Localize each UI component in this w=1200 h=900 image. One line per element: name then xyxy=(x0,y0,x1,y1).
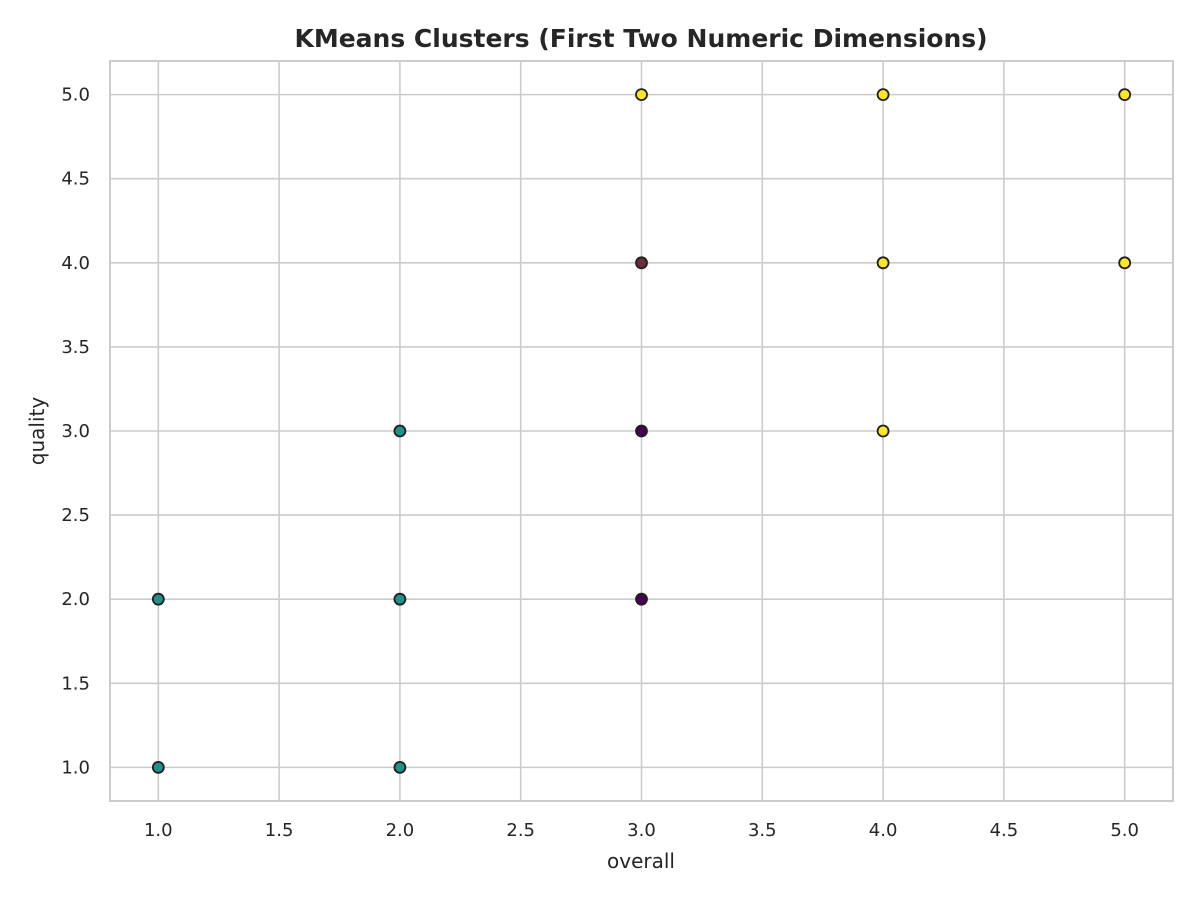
y-tick-label: 2.0 xyxy=(61,589,90,610)
cluster-1-point xyxy=(151,592,165,606)
x-tick-label: 1.0 xyxy=(144,820,173,841)
x-tick-label: 5.0 xyxy=(1110,820,1139,841)
cluster-1-point xyxy=(393,760,407,774)
y-tick-label: 5.0 xyxy=(61,85,90,106)
cluster-2-point xyxy=(635,88,648,102)
x-tick-label: 4.0 xyxy=(869,820,898,841)
y-tick-label: 2.5 xyxy=(61,505,90,526)
cluster-1-point xyxy=(393,424,407,438)
cluster-1-point xyxy=(151,760,165,774)
y-tick-label: 1.5 xyxy=(61,673,90,694)
cluster-2-point xyxy=(876,424,890,438)
x-tick-label: 3.5 xyxy=(748,820,777,841)
y-tick-label: 4.5 xyxy=(61,169,90,190)
x-tick-label: 1.5 xyxy=(265,820,294,841)
cluster-2-point xyxy=(1118,256,1132,270)
y-tick-label: 3.0 xyxy=(61,421,90,442)
cluster-2-point xyxy=(876,88,890,102)
cluster-0-point xyxy=(635,592,648,606)
cluster-0-point xyxy=(635,424,648,438)
cluster-2-point xyxy=(876,256,890,270)
tick-labels: 1.0 1.5 2.0 2.5 3.0 3.5 4.0 4.5 5.0 1.0 1.5 2.0 2.5 3… xyxy=(61,85,1139,841)
chart-title: KMeans Clusters (First Two Numeric Dimen… xyxy=(294,24,987,53)
plot-frame xyxy=(109,60,1174,802)
y-tick-label: 3.5 xyxy=(61,337,90,358)
x-tick-label: 3.0 xyxy=(627,820,656,841)
x-tick-label: 4.5 xyxy=(990,820,1019,841)
x-tick-label: 2.0 xyxy=(386,820,415,841)
y-tick-label: 4.0 xyxy=(61,253,90,274)
data-points xyxy=(151,88,1132,774)
y-tick-label: 1.0 xyxy=(61,757,90,778)
x-tick-label: 2.5 xyxy=(506,820,535,841)
x-axis-label: overall xyxy=(607,849,675,873)
cluster-2-point xyxy=(1118,88,1132,102)
y-axis-label: quality xyxy=(25,397,49,466)
cluster-3-point xyxy=(635,256,648,270)
cluster-1-point xyxy=(393,592,407,606)
